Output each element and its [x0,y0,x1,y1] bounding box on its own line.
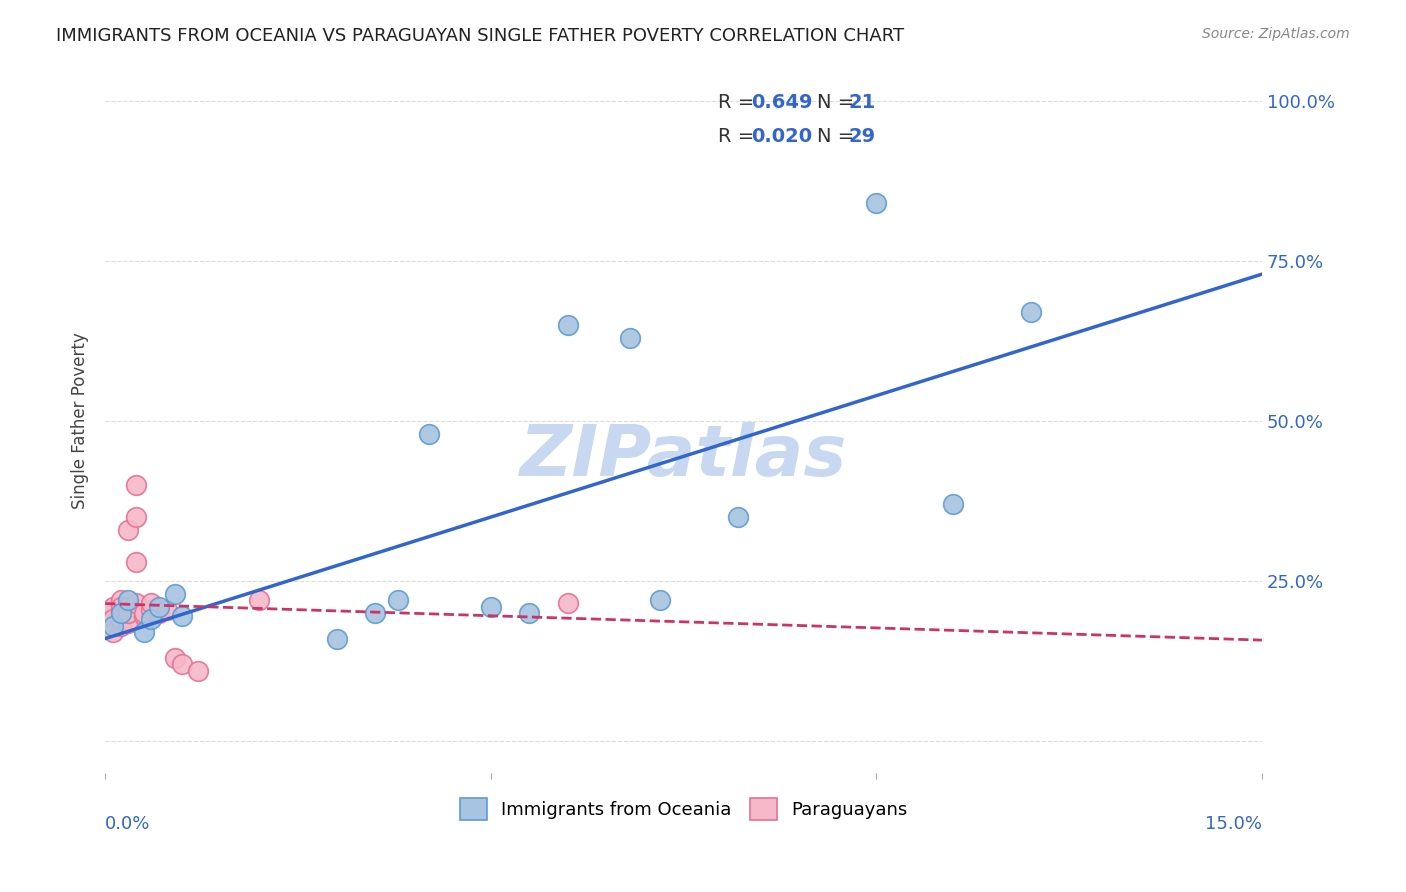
Text: 0.020: 0.020 [751,128,811,146]
Point [387,593,409,607]
Point [117,606,139,620]
Point [110,599,132,614]
Point [110,606,132,620]
Point [101,625,124,640]
Point [650,593,672,607]
Point [325,632,347,646]
Point [1019,305,1042,319]
Point [517,606,540,620]
Point [141,612,163,626]
Text: 0.649: 0.649 [751,93,813,112]
Text: 21: 21 [849,93,876,112]
Point [110,612,132,626]
Point [132,625,155,640]
Point [557,318,579,332]
Point [418,426,440,441]
Point [479,599,502,614]
Point [727,510,749,524]
Point [557,596,579,610]
Text: Source: ZipAtlas.com: Source: ZipAtlas.com [1202,27,1350,41]
Text: N =: N = [817,128,860,146]
Point [141,596,163,610]
Point [172,609,194,624]
Point [172,657,194,672]
Point [249,593,271,607]
Point [125,478,148,492]
Point [132,606,155,620]
Point [110,606,132,620]
Legend: Immigrants from Oceania, Paraguayans: Immigrants from Oceania, Paraguayans [453,791,915,828]
Point [619,330,641,344]
Text: 15.0%: 15.0% [1205,815,1263,833]
Point [125,596,148,610]
Point [110,593,132,607]
Point [942,497,965,511]
Point [163,587,186,601]
Point [148,606,170,620]
Point [125,510,148,524]
Text: 0.0%: 0.0% [105,815,150,833]
Point [865,196,887,211]
Point [148,599,170,614]
Point [132,609,155,624]
Y-axis label: Single Father Poverty: Single Father Poverty [72,333,89,509]
Point [117,599,139,614]
Point [141,603,163,617]
Point [117,615,139,630]
Point [156,603,179,617]
Point [364,606,387,620]
Point [101,599,124,614]
Text: ZIPatlas: ZIPatlas [520,422,848,491]
Text: 29: 29 [849,128,876,146]
Point [117,593,139,607]
Point [117,523,139,537]
Point [101,612,124,626]
Point [94,606,117,620]
Text: R =: R = [718,128,761,146]
Point [163,651,186,665]
Point [117,606,139,620]
Text: R =: R = [718,93,761,112]
Point [110,619,132,633]
Point [187,664,209,678]
Text: IMMIGRANTS FROM OCEANIA VS PARAGUAYAN SINGLE FATHER POVERTY CORRELATION CHART: IMMIGRANTS FROM OCEANIA VS PARAGUAYAN SI… [56,27,904,45]
Point [125,555,148,569]
Point [101,619,124,633]
Text: N =: N = [817,93,860,112]
